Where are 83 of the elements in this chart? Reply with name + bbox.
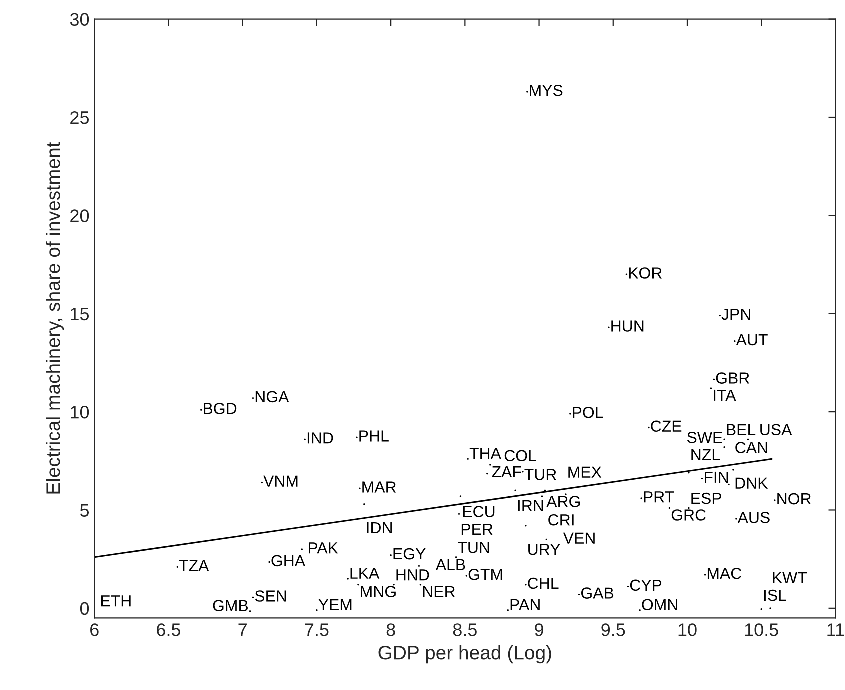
y-tick-label: 20 [70,210,90,222]
data-label: ETH [102,596,131,607]
data-label: TUN [458,542,490,554]
data-label: MNG [361,586,396,598]
x-tick-label: 7 [238,624,247,636]
data-label: GRC [672,510,706,521]
data-label: SEN [255,590,286,602]
x-tick-label: 11 [828,624,844,636]
x-tick-label: 6.5 [157,624,181,636]
y-tick-label: 25 [70,111,90,124]
data-label: EGY [394,548,426,560]
data-label: MAC [708,568,742,580]
x-tick-label: 8 [386,624,396,636]
x-tick-label: 9 [535,624,544,636]
data-label: CZE [651,420,682,432]
data-label: LKA [350,568,380,579]
y-tick-label: 5 [80,504,90,517]
data-label: PER [462,524,493,535]
data-label: ARG [546,496,580,508]
data-label: BEL [727,424,756,436]
x-tick-label: 10 [678,624,697,636]
data-label: NGA [256,391,290,403]
data-label: IDN [367,522,392,534]
y-tick-label: 30 [70,13,90,26]
x-tick-label: 10.5 [745,624,778,636]
data-label: URY [528,544,560,556]
data-label: POL [573,406,604,418]
data-label: DNK [736,478,768,489]
data-label: HND [396,570,430,581]
y-axis-title: Electrical machinery, share of investment [46,142,64,494]
data-label: FIN [705,472,728,483]
data-label: PAK [309,542,338,554]
x-tick-label: 9.5 [602,624,626,636]
data-label: OMN [642,599,678,611]
data-label: PAN [510,599,540,610]
y-tick-label: 10 [71,406,90,419]
data-label: GAB [581,588,614,599]
data-label: AUS [738,512,770,524]
data-label: ISL [764,590,786,602]
data-label: GTM [468,569,502,580]
data-label: MYS [530,84,563,96]
data-label: GMB [213,600,248,612]
data-label: NOR [778,493,812,505]
data-label: NER [423,586,456,598]
data-label: ESP [692,492,722,504]
data-label: VEN [563,532,595,544]
data-label: MAR [362,482,396,493]
data-label: PHL [360,430,389,442]
data-label: TUR [524,469,556,480]
data-label: AUT [736,334,768,346]
data-label: THA [470,448,502,460]
data-label: KWT [773,572,807,584]
x-tick-label: 8.5 [453,624,477,636]
data-label: SWE [688,432,722,444]
data-label: JPN [722,308,750,320]
data-label: BGD [204,403,237,414]
data-label: KOR [629,268,662,279]
x-axis-title: GDP per head (Log) [378,645,552,664]
data-label: TZA [179,560,210,572]
data-label: CRI [548,514,574,526]
data-label: IRN [518,500,544,512]
data-label: IND [308,432,334,444]
data-label: CAN [736,442,768,454]
data-label: COL [504,450,536,462]
data-label: ALB [436,559,466,570]
x-tick-label: 6 [90,624,99,636]
data-label: CYP [630,580,662,592]
y-tick-label: 15 [71,308,90,321]
data-label: MEX [568,466,602,478]
data-label: NZL [692,449,720,460]
data-label: USA [760,424,792,436]
data-label: ECU [463,506,495,518]
data-label: ZAF [492,466,522,478]
data-label: GHA [272,555,306,567]
x-tick-label: 7.5 [305,624,329,636]
data-label: HUN [612,320,644,332]
data-label: ITA [714,390,736,401]
data-label: PRT [644,492,674,503]
data-label: GBR [716,372,750,384]
data-label: YEM [318,599,352,610]
data-label: CHL [528,578,559,590]
data-label: VNM [264,476,298,487]
y-tick-label: 0 [80,602,90,616]
